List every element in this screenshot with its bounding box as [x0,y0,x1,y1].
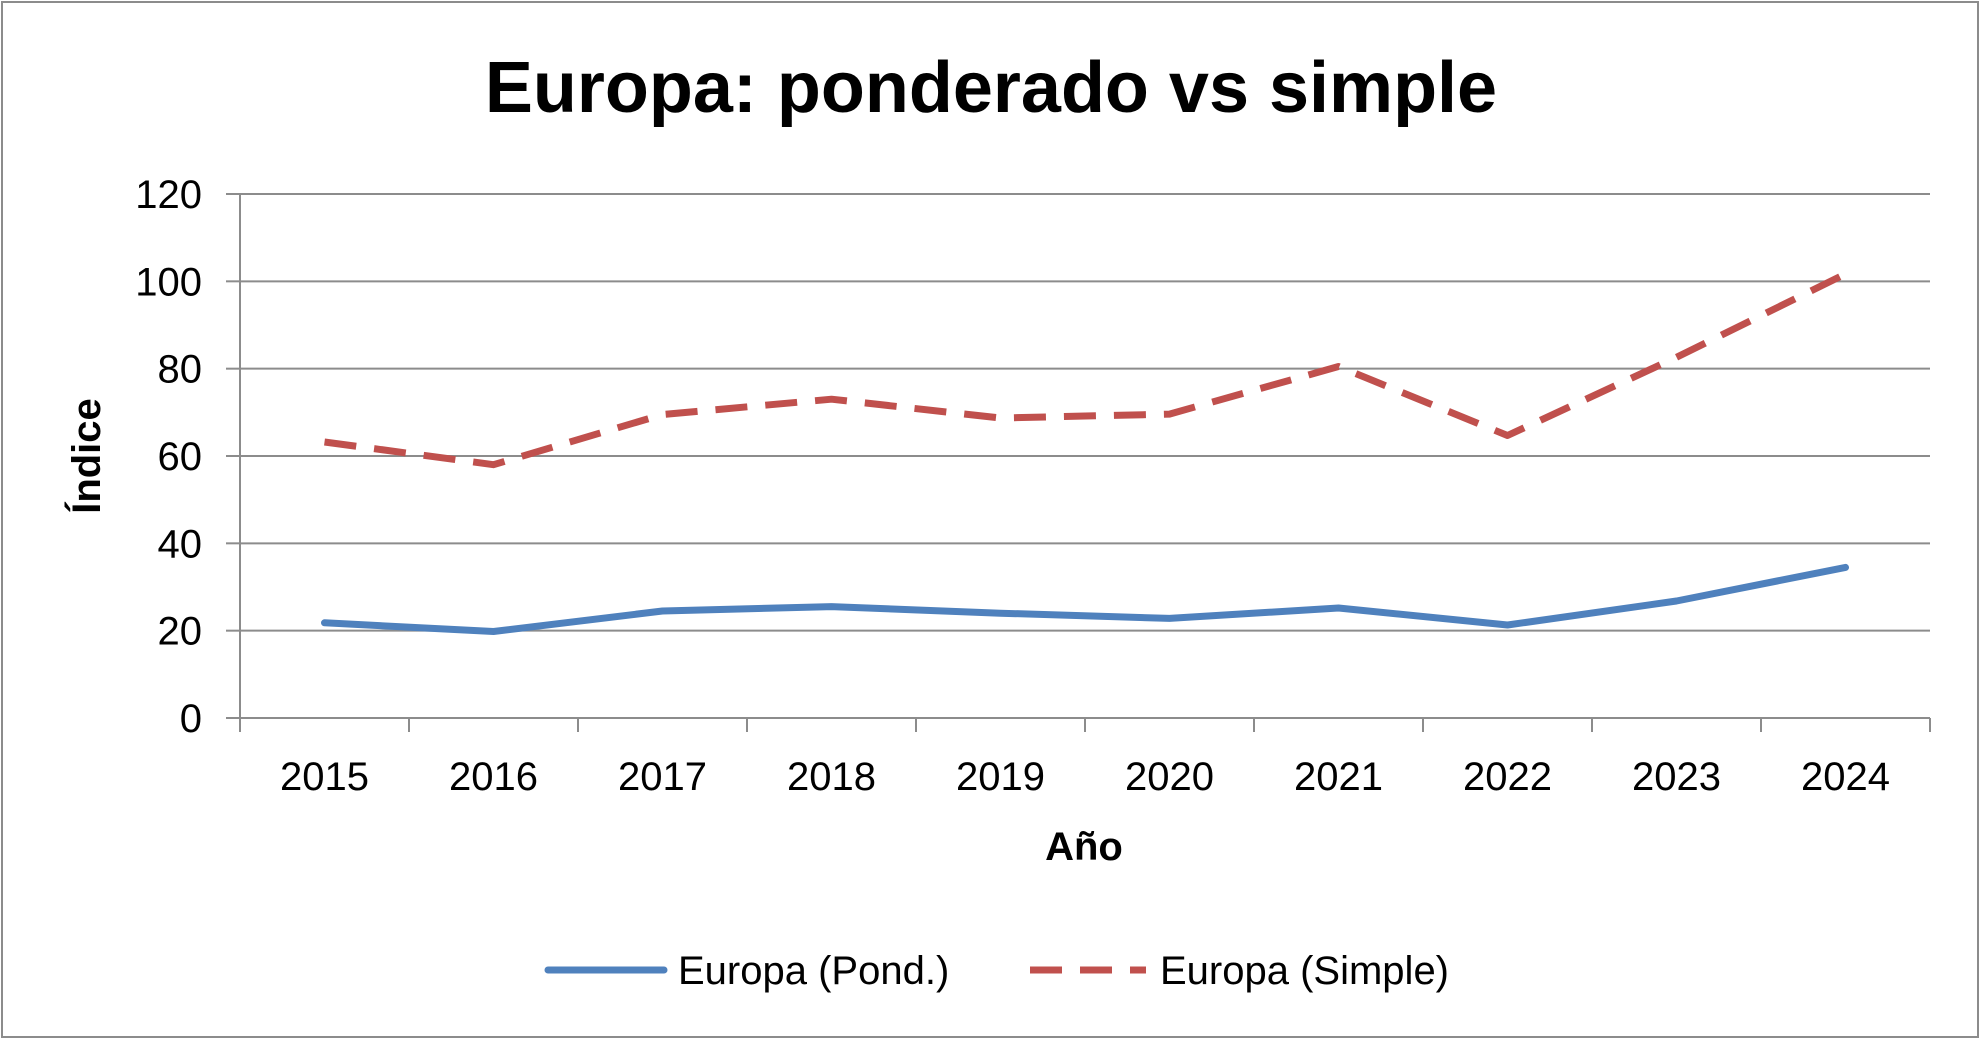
x-axis-title: Año [1045,825,1123,869]
y-tick-label: 100 [135,260,202,304]
y-tick-label: 60 [158,435,203,479]
x-tick-label: 2024 [1801,755,1890,799]
x-tick-label: 2021 [1294,755,1383,799]
gridlines [240,193,1930,632]
series-line-1 [321,563,1849,635]
y-tick-label: 20 [158,610,203,654]
x-tick-label: 2022 [1463,755,1552,799]
x-tick-label: 2019 [956,755,1045,799]
y-axis-title: Índice [64,398,109,514]
y-axis-tick-labels: 0 20 40 60 80 100 120 [135,173,202,741]
y-tick-label: 120 [135,173,202,217]
x-tick-label: 2023 [1632,755,1721,799]
y-tick-label: 80 [158,348,203,392]
legend: Europa (Pond.) Europa (Simple) [544,949,1449,993]
legend-item: Europa (Simple) [1030,949,1449,993]
x-tick-label: 2015 [280,755,369,799]
y-tick-label: 0 [180,697,202,741]
series-lines [321,270,1849,635]
legend-label: Europa (Pond.) [678,949,949,993]
chart-title: Europa: ponderado vs simple [485,48,1497,128]
x-tick-label: 2018 [787,755,876,799]
legend-label: Europa (Simple) [1160,949,1449,993]
legend-item: Europa (Pond.) [544,949,949,993]
y-tick-label: 40 [158,522,203,566]
series-line-2 [324,270,1848,469]
x-axis-tick-labels: 2015 2016 2017 2018 2019 2020 2021 2022 2023 2024 [280,755,1890,799]
axes [226,193,1931,732]
x-tick-label: 2016 [449,755,538,799]
x-tick-label: 2020 [1125,755,1214,799]
x-tick-label: 2017 [618,755,707,799]
